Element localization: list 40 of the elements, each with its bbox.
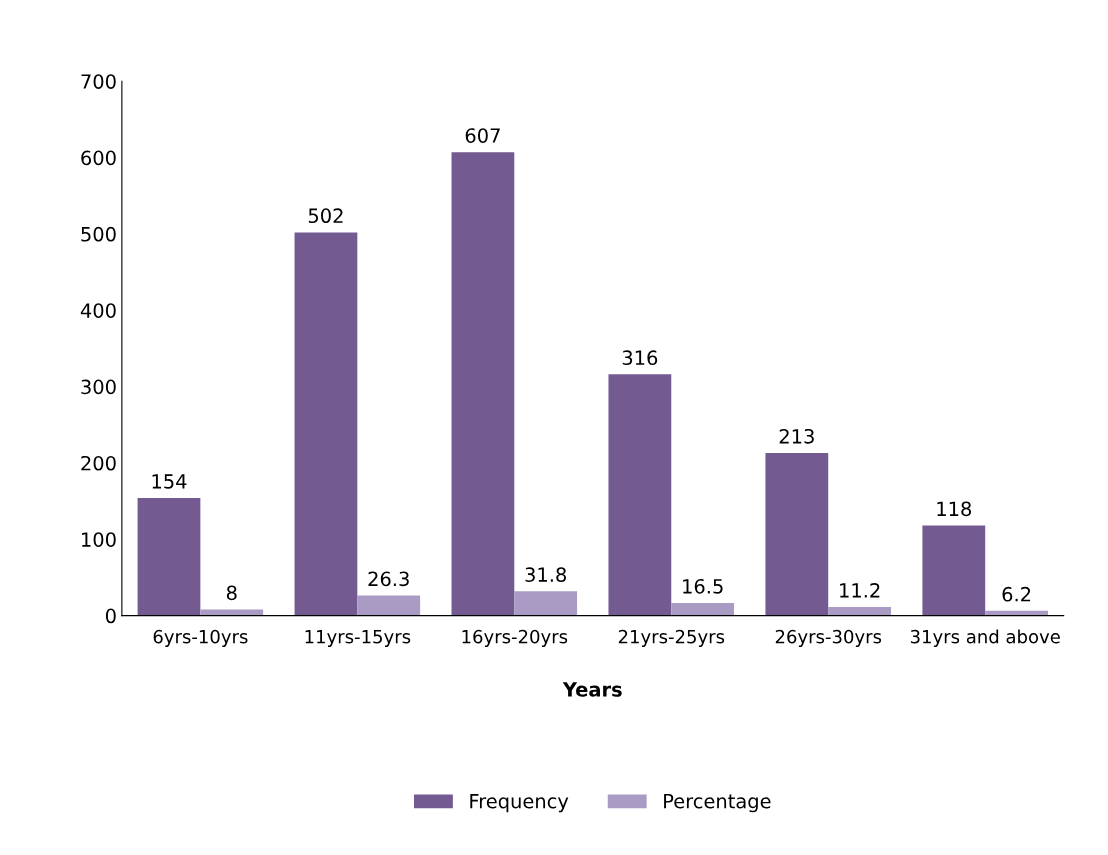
x-tick-label: 26yrs-30yrs [775, 629, 882, 647]
data-label: 607 [465, 128, 500, 143]
y-tick-label: 500 [81, 226, 116, 242]
y-tick-label: 100 [82, 532, 116, 547]
y-tick-label: 400 [80, 303, 116, 318]
data-label: 118 [937, 501, 972, 517]
y-tick-label: 600 [81, 150, 116, 166]
x-tick-label: 6yrs-10yrs [153, 629, 248, 647]
x-axis-title: Years [562, 682, 622, 697]
bar [765, 453, 829, 616]
data-label: 8 [226, 585, 237, 601]
bar [922, 525, 986, 616]
bar [671, 603, 735, 616]
x-tick-label: 31yrs and above [910, 629, 1060, 647]
legend-label: Percentage [664, 794, 771, 813]
x-tick-label: 21yrs-25yrs [618, 629, 725, 647]
data-label: 154 [152, 474, 187, 489]
bar [357, 595, 421, 616]
y-tick-label: 0 [105, 608, 116, 624]
y-tick-label: 700 [81, 74, 116, 89]
bar [608, 374, 672, 616]
bar [828, 607, 892, 616]
data-label: 31.8 [525, 567, 567, 582]
data-label: 316 [622, 350, 658, 366]
data-label: 502 [308, 208, 343, 224]
bar [514, 591, 578, 616]
bar [451, 152, 515, 616]
data-label: 6.2 [1002, 586, 1031, 602]
data-label: 11.2 [840, 583, 880, 598]
data-label: 16.5 [683, 578, 723, 594]
bar [200, 609, 264, 616]
y-tick-label: 200 [81, 455, 116, 471]
data-label: 26.3 [368, 571, 409, 587]
bar [137, 498, 201, 616]
y-tick-label: 300 [81, 379, 116, 395]
bar [294, 232, 358, 616]
x-tick-label: 16yrs-20yrs [462, 629, 568, 647]
data-label: 213 [779, 428, 814, 444]
x-tick-label: 11yrs-15yrs [305, 630, 411, 647]
legend-label: Frequency [470, 794, 569, 813]
